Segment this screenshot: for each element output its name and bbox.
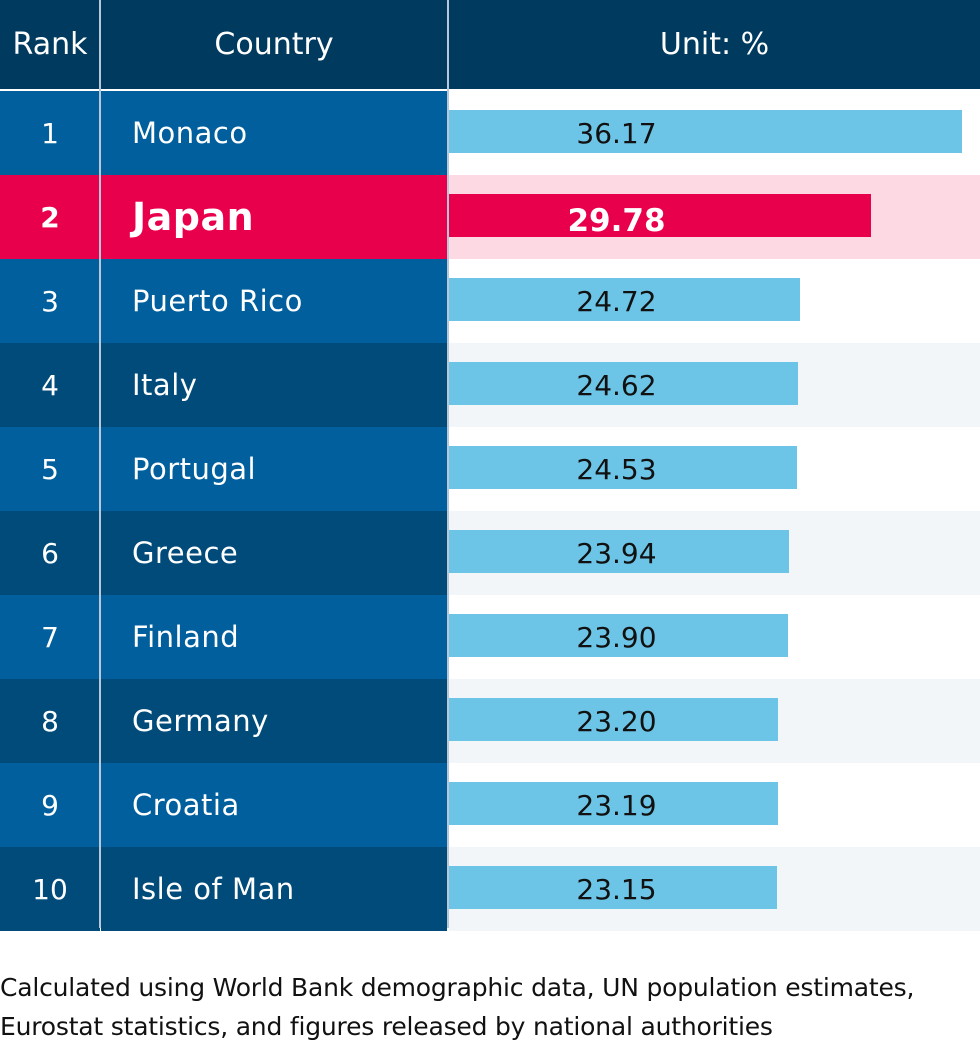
value-label: 23.19: [576, 788, 657, 822]
value-label: 23.90: [576, 620, 657, 654]
country-label: Greece: [101, 511, 447, 595]
bar-puerto-rico: [449, 278, 800, 321]
bar-japan: [449, 194, 871, 237]
value-label: 24.53: [576, 452, 657, 486]
bar-track: 36.17: [449, 91, 980, 175]
country-label: Puerto Rico: [101, 259, 447, 343]
bar-greece: [449, 530, 789, 573]
table-row: 7 Finland 23.90: [0, 595, 980, 679]
table-row: 4 Italy 24.62: [0, 343, 980, 427]
unit-column-header: Unit: %: [449, 0, 980, 89]
table-row: 6 Greece 23.94: [0, 511, 980, 595]
country-label: Portugal: [101, 427, 447, 511]
table-row: 5 Portugal 24.53: [0, 427, 980, 511]
bar-track: 24.53: [449, 427, 980, 511]
value-label: 36.17: [576, 116, 657, 150]
rank-cell: 4: [0, 343, 100, 427]
table-row: 3 Puerto Rico 24.72: [0, 259, 980, 343]
column-divider-country: [447, 0, 449, 928]
value-label: 24.62: [576, 368, 657, 402]
country-label: Croatia: [101, 763, 447, 847]
bar-track: 24.72: [449, 259, 980, 343]
country-label: Germany: [101, 679, 447, 763]
footnote-line-2: Eurostat statistics, and figures release…: [0, 1012, 773, 1041]
table-row: 9 Croatia 23.19: [0, 763, 980, 847]
table-row: 2 Japan 29.78: [0, 175, 980, 259]
bar-finland: [449, 614, 788, 657]
rank-cell: 8: [0, 679, 100, 763]
bar-croatia: [449, 782, 778, 825]
column-divider-rank: [99, 0, 101, 928]
value-label: 23.20: [576, 704, 657, 738]
value-label: 23.94: [576, 536, 657, 570]
rank-cell: 2: [0, 175, 100, 259]
value-label: 29.78: [567, 203, 666, 239]
rank-cell: 5: [0, 427, 100, 511]
source-footnote: Calculated using World Bank demographic …: [0, 968, 980, 1046]
country-label: Isle of Man: [101, 847, 447, 931]
rank-cell: 10: [0, 847, 100, 931]
bar-track: 23.15: [449, 847, 980, 931]
table-row: 8 Germany 23.20: [0, 679, 980, 763]
bar-germany: [449, 698, 778, 741]
rank-cell: 3: [0, 259, 100, 343]
ranking-table: Rank Country Unit: % 1 Monaco 36.17 2 Japan 2…: [0, 0, 980, 931]
bar-track: 23.90: [449, 595, 980, 679]
table-row: 10 Isle of Man 23.15: [0, 847, 980, 931]
country-label: Italy: [101, 343, 447, 427]
country-label: Finland: [101, 595, 447, 679]
rank-cell: 1: [0, 91, 100, 175]
country-column-header: Country: [101, 0, 447, 89]
bar-isle-of-man: [449, 866, 777, 909]
table-row: 1 Monaco 36.17: [0, 91, 980, 175]
bar-track: 23.94: [449, 511, 980, 595]
footnote-line-1: Calculated using World Bank demographic …: [0, 973, 915, 1002]
bar-track: 23.19: [449, 763, 980, 847]
bar-portugal: [449, 446, 797, 489]
bar-track: 24.62: [449, 343, 980, 427]
bar-track: 23.20: [449, 679, 980, 763]
country-label: Japan: [101, 175, 447, 259]
rank-column-header: Rank: [0, 0, 100, 89]
rank-cell: 9: [0, 763, 100, 847]
rank-cell: 6: [0, 511, 100, 595]
bar-track: 29.78: [449, 175, 980, 259]
country-label: Monaco: [101, 91, 447, 175]
bar-italy: [449, 362, 798, 405]
value-label: 23.15: [576, 872, 657, 906]
value-label: 24.72: [576, 284, 657, 318]
rank-cell: 7: [0, 595, 100, 679]
bar-monaco: [449, 110, 962, 153]
